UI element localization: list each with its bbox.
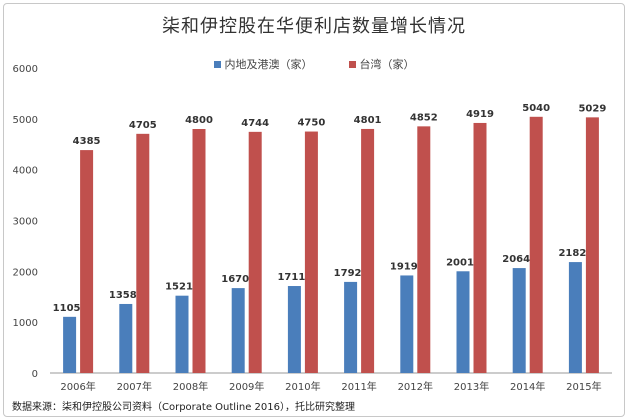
bar-mainland (400, 275, 414, 373)
x-tick-label: 2008年 (173, 380, 208, 393)
data-label-mainland: 2064 (502, 254, 530, 265)
bar-mainland (344, 281, 358, 373)
bar-taiwan (248, 131, 262, 373)
chart-legend: 内地及港澳（家） 台湾（家） (0, 56, 628, 72)
bar-taiwan (473, 122, 487, 373)
y-tick-label: 3000 (13, 217, 38, 228)
y-tick-label: 0 (32, 369, 38, 380)
bar-mainland (63, 316, 77, 373)
bar-mainland (119, 303, 133, 373)
x-tick-label: 2013年 (454, 380, 489, 393)
data-label-mainland: 1919 (390, 261, 418, 272)
x-tick-label: 2010年 (285, 380, 320, 393)
bar-taiwan (136, 133, 150, 373)
data-label-taiwan: 4744 (241, 118, 269, 129)
bar-mainland (568, 262, 582, 373)
data-label-taiwan: 4705 (129, 120, 157, 131)
data-label-taiwan: 4750 (297, 118, 325, 129)
y-tick-label: 2000 (13, 267, 38, 278)
bar-taiwan (529, 116, 543, 374)
bar-mainland (512, 268, 526, 373)
data-label-taiwan: 5040 (522, 103, 550, 114)
x-tick-label: 2014年 (510, 380, 545, 393)
data-label-taiwan: 5029 (578, 103, 606, 114)
data-label-mainland: 1670 (221, 274, 249, 285)
bar-mainland (287, 286, 301, 373)
bar-taiwan (304, 131, 318, 373)
bar-taiwan (361, 128, 375, 373)
legend-swatch-taiwan (348, 60, 356, 68)
x-tick-label: 2011年 (341, 380, 376, 393)
chart-title: 柒和伊控股在华便利店数量增长情况 (162, 16, 466, 37)
data-label-mainland: 2001 (446, 257, 474, 268)
bar-mainland (456, 271, 470, 373)
x-tick-label: 2009年 (229, 380, 264, 393)
legend-item-mainland: 内地及港澳（家） (213, 56, 313, 72)
x-tick-label: 2007年 (117, 380, 152, 393)
bar-taiwan (417, 126, 431, 374)
data-label-taiwan: 4852 (410, 112, 438, 123)
legend-swatch-mainland (213, 60, 221, 68)
x-tick-label: 2015年 (566, 380, 601, 393)
x-tick-label: 2006年 (60, 380, 95, 393)
x-tick-label: 2012年 (398, 380, 433, 393)
data-label-mainland: 1521 (165, 282, 193, 293)
legend-label-taiwan: 台湾（家） (359, 58, 415, 71)
legend-label-mainland: 内地及港澳（家） (224, 58, 313, 71)
data-label-mainland: 1792 (334, 268, 362, 279)
y-tick-label: 6000 (13, 64, 38, 75)
data-label-taiwan: 4919 (466, 109, 494, 120)
data-label-mainland: 1711 (277, 272, 305, 283)
data-label-taiwan: 4385 (73, 136, 101, 147)
data-label-taiwan: 4801 (354, 115, 382, 126)
legend-item-taiwan: 台湾（家） (348, 56, 415, 72)
y-tick-label: 4000 (13, 166, 38, 177)
bar-taiwan (585, 117, 599, 374)
y-tick-label: 5000 (13, 115, 38, 126)
bar-mainland (231, 288, 245, 373)
data-label-mainland: 1358 (109, 290, 137, 301)
bar-mainland (175, 295, 189, 373)
source-note: 数据来源：柒和伊控股公司资料（Corporate Outline 2016），托… (12, 402, 355, 413)
bar-taiwan (80, 150, 94, 373)
y-tick-label: 1000 (13, 318, 38, 329)
bar-taiwan (192, 129, 206, 373)
data-label-mainland: 1105 (53, 303, 81, 314)
data-label-mainland: 2182 (558, 248, 586, 259)
data-label-taiwan: 4800 (185, 115, 213, 126)
